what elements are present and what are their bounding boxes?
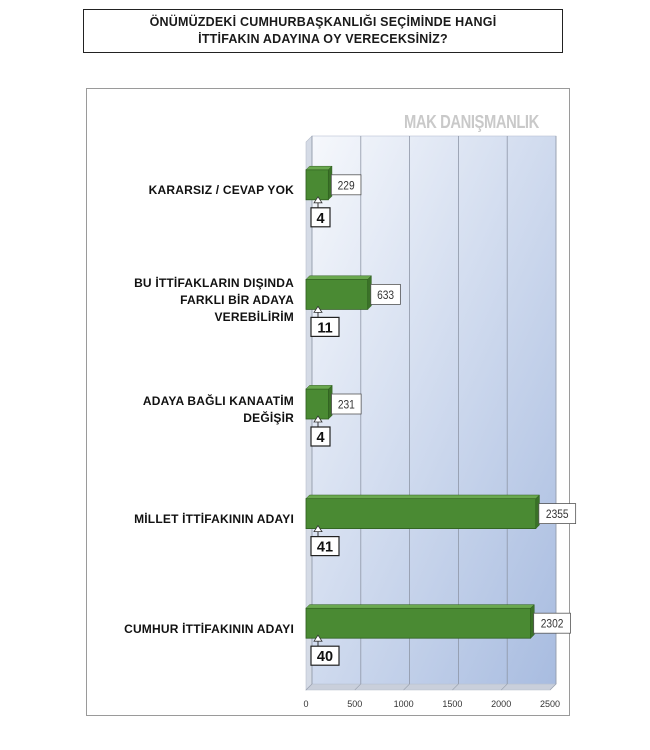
x-tick-label: 1500	[442, 699, 462, 709]
percent-label-box	[310, 316, 340, 337]
category-label-line: VEREBİLİRİM	[214, 309, 294, 324]
bar	[305, 388, 329, 420]
category-label-line: KARARSIZ / CEVAP YOK	[148, 183, 294, 198]
category-label: BU İTTİFAKLARIN DIŞINDA FARKLI BİR ADAYA V…	[104, 275, 294, 326]
gridline-floor	[452, 683, 459, 691]
bar	[305, 498, 537, 530]
chart-title-line-2: İTTİFAKIN ADAYINA OY VERECEKSİNİZ?	[198, 32, 448, 46]
category-label: ADAYA BAĞLI KANAATİM DEĞİŞİR	[104, 393, 294, 427]
callout-arrow	[313, 415, 323, 423]
percent-label-box	[310, 207, 331, 228]
data-label-percent: 40	[317, 649, 333, 665]
category-label-line: FARKLI BİR ADAYA	[180, 292, 294, 307]
value-label-box	[370, 283, 401, 305]
gridline-floor	[500, 683, 508, 691]
category-label: MİLLET İTTİFAKININ ADAYI	[104, 511, 294, 528]
percent-label-box	[310, 426, 331, 447]
value-label-box	[538, 503, 577, 525]
x-tick-label: 2500	[540, 699, 560, 709]
callout-arrow	[313, 196, 323, 204]
x-tick-label: 1000	[394, 699, 414, 709]
data-label-value: 231	[338, 399, 355, 412]
gridline-floor	[305, 683, 313, 691]
percent-label-box	[310, 645, 340, 666]
bar-top	[305, 494, 541, 499]
bar	[305, 278, 369, 310]
chart-title-box: ÖNÜMÜZDEKİ CUMHURBAŞKANLIĞI SEÇİMİNDE HA…	[83, 9, 563, 53]
category-label-line: ADAYA BAĞLI KANAATİM	[142, 394, 294, 408]
bar	[305, 607, 532, 639]
bar	[305, 169, 329, 201]
callout-arrow	[313, 524, 323, 532]
value-label-box	[331, 393, 362, 415]
data-label-value: 633	[377, 289, 394, 302]
bar-top	[305, 604, 535, 609]
chart-title-line-1: ÖNÜMÜZDEKİ CUMHURBAŞKANLIĞI SEÇİMİNDE HA…	[149, 15, 497, 29]
gridline-floor	[403, 683, 410, 691]
x-tick-label: 500	[347, 699, 362, 709]
data-label-percent: 41	[317, 540, 333, 556]
plot-floor	[305, 683, 557, 691]
value-label-box	[533, 612, 571, 634]
data-label-percent: 11	[317, 320, 332, 336]
gridline-floor	[549, 683, 557, 691]
category-label: CUMHUR İTTİFAKININ ADAYI	[104, 621, 294, 638]
percent-label-box	[310, 535, 340, 557]
category-label-line: BU İTTİFAKLARIN DIŞINDA	[134, 275, 294, 290]
data-label-value: 229	[338, 180, 355, 193]
value-label-box	[330, 174, 362, 196]
x-tick-label: 0	[303, 699, 308, 709]
bar-top	[305, 385, 333, 390]
data-label-value: 2302	[541, 618, 564, 631]
bar-top	[305, 275, 372, 280]
data-label-value: 2355	[546, 508, 569, 521]
watermark-logo: MAK DANIŞMANLIK	[404, 112, 539, 132]
data-label-percent: 4	[316, 430, 324, 446]
x-tick-label: 2000	[491, 699, 511, 709]
category-label-line: DEĞİŞİR	[243, 411, 294, 425]
callout-arrow	[313, 305, 323, 313]
data-label-percent: 4	[316, 211, 324, 227]
category-label-line: CUMHUR İTTİFAKININ ADAYI	[124, 621, 294, 636]
category-label-line: MİLLET İTTİFAKININ ADAYI	[134, 512, 294, 527]
category-label: KARARSIZ / CEVAP YOK	[104, 182, 294, 199]
gridline-floor	[354, 683, 362, 691]
callout-arrow	[313, 634, 323, 642]
bar-top	[305, 165, 333, 171]
